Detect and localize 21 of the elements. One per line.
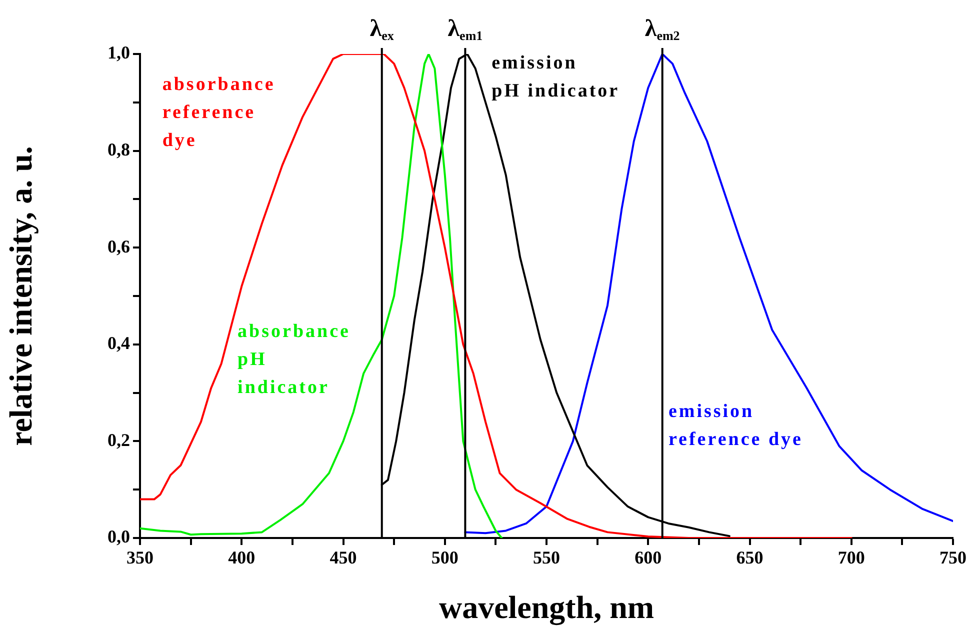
x-tick-label: 700	[838, 547, 865, 568]
y-tick-label: 0,6	[108, 236, 130, 256]
y-tick-label: 0,2	[108, 430, 130, 450]
x-tick-label: 450	[330, 547, 357, 568]
series-label: absorbance reference dye	[162, 74, 276, 152]
y-tick-label: 1,0	[108, 42, 130, 63]
x-tick-label: 350	[126, 547, 154, 568]
y-tick-label: 0,4	[108, 333, 130, 354]
x-tick-label: 500	[431, 547, 458, 568]
series-label: absorbance pH indicator	[238, 321, 350, 398]
series-label: emission pH indicator	[492, 52, 620, 102]
x-tick-label: 600	[634, 547, 662, 568]
series-label: emission reference dye	[668, 400, 803, 450]
y-axis-title: relative intensity, a. u.	[2, 146, 38, 446]
x-tick-label: 650	[736, 547, 764, 568]
x-tick-label: 550	[533, 547, 560, 568]
y-tick-label: 0,8	[108, 139, 130, 160]
x-tick-label: 750	[940, 547, 966, 568]
x-tick-label: 400	[228, 547, 256, 568]
y-tick-label: 0,0	[108, 526, 130, 547]
x-axis-title: wavelength, nm	[438, 589, 654, 626]
